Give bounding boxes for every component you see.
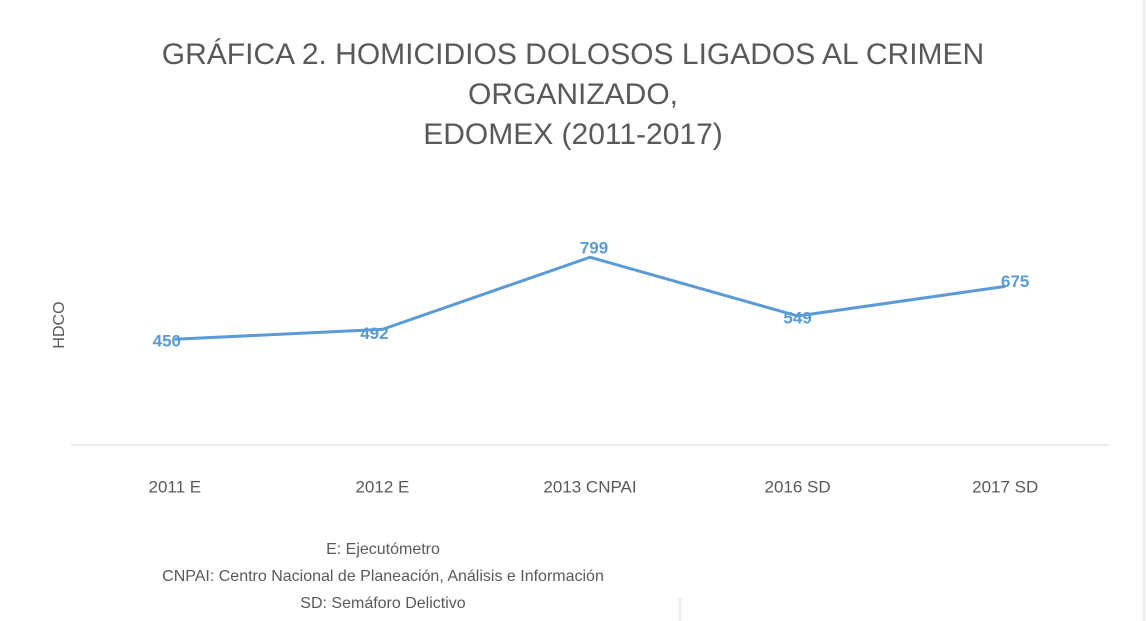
x-tick-label: 2017 SD [972,477,1038,496]
data-label: 799 [580,239,608,258]
data-label: 450 [153,332,181,351]
chart-title: EDOMEX (2011-2017) [423,118,723,151]
x-tick-label: 2016 SD [765,477,831,496]
footnote: SD: Semáforo Delictivo [300,595,465,612]
data-label: 492 [360,324,388,343]
y-axis-label: HDCO [51,301,68,348]
chart-title: GRÁFICA 2. HOMICIDIOS DOLOSOS LIGADOS AL… [162,38,984,71]
data-line [174,255,1006,341]
x-tick-label: 2012 E [355,477,409,496]
x-tick-label: 2013 CNPAI [543,477,636,496]
footnote: CNPAI: Centro Nacional de Planeación, An… [162,568,604,585]
x-tick-label: 2011 E [148,477,201,496]
data-label: 675 [1001,272,1029,291]
data-label: 549 [783,308,811,327]
chart-title: ORGANIZADO, [468,78,678,111]
footnote: E: Ejecutómetro [326,541,440,558]
